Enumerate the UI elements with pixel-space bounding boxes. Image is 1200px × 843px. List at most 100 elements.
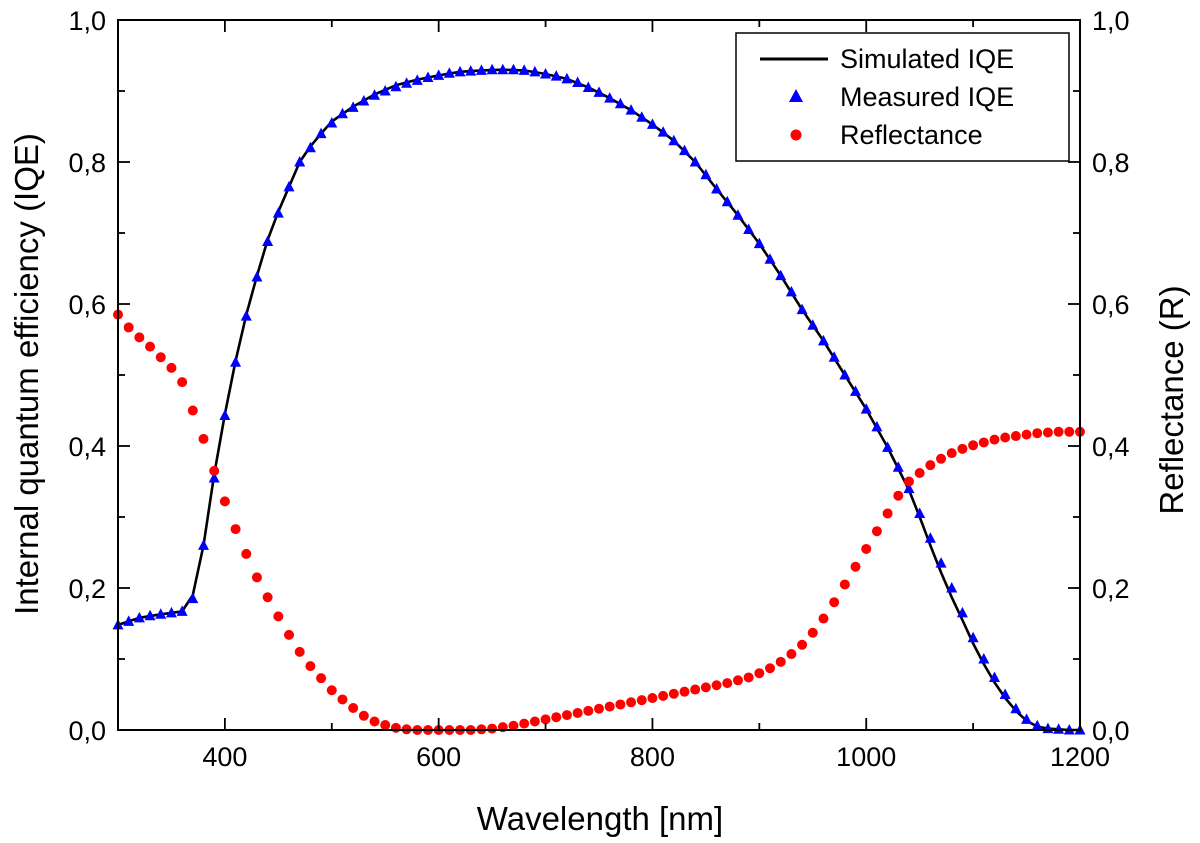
- data-point-reflectance: [209, 465, 220, 476]
- legend-circle-swatch: [790, 129, 802, 141]
- data-point-measured-iqe: [753, 237, 765, 249]
- data-point-measured-iqe: [1031, 719, 1043, 731]
- data-point-reflectance: [989, 434, 1000, 445]
- data-point-measured-iqe: [785, 285, 797, 297]
- y-tick-label-left: 0,8: [68, 148, 106, 178]
- data-point-reflectance: [134, 332, 145, 343]
- data-point-measured-iqe: [155, 608, 167, 619]
- data-point-reflectance: [732, 675, 743, 686]
- data-point-measured-iqe: [390, 80, 402, 92]
- legend-label-simulated-iqe: Simulated IQE: [840, 44, 1014, 74]
- data-point-measured-iqe: [807, 319, 819, 330]
- data-point-reflectance: [743, 672, 754, 683]
- data-point-reflectance: [658, 690, 669, 701]
- data-point-reflectance: [711, 680, 722, 691]
- data-point-reflectance: [529, 716, 540, 727]
- x-tick-label: 600: [416, 742, 461, 772]
- data-point-reflectance: [690, 684, 701, 695]
- data-point-reflectance: [914, 467, 925, 478]
- data-point-reflectance: [284, 629, 295, 640]
- data-point-reflectance: [903, 476, 914, 487]
- data-point-measured-iqe: [924, 532, 936, 543]
- data-point-measured-iqe: [336, 107, 348, 119]
- data-point-measured-iqe: [988, 671, 1000, 682]
- data-point-reflectance: [305, 661, 316, 672]
- data-point-reflectance: [1000, 432, 1011, 443]
- y-tick-label-right: 0,0: [1092, 716, 1130, 746]
- data-point-measured-iqe: [1010, 702, 1022, 714]
- data-point-measured-iqe: [144, 609, 156, 621]
- data-point-reflectance: [636, 695, 647, 706]
- data-point-measured-iqe: [828, 351, 840, 362]
- x-axis-title: Wavelength [nm]: [477, 800, 723, 837]
- data-point-measured-iqe: [625, 104, 637, 115]
- data-point-reflectance: [893, 490, 904, 501]
- data-point-reflectance: [262, 592, 273, 603]
- data-point-measured-iqe: [550, 70, 562, 81]
- data-point-reflectance: [1042, 427, 1053, 438]
- data-point-reflectance: [818, 613, 829, 624]
- data-point-reflectance: [807, 627, 818, 638]
- data-point-reflectance: [358, 710, 369, 721]
- data-point-reflectance: [594, 703, 604, 714]
- data-point-reflectance: [326, 685, 337, 696]
- data-point-reflectance: [679, 686, 690, 697]
- data-point-measured-iqe: [860, 403, 872, 414]
- data-point-measured-iqe: [817, 334, 829, 346]
- data-point-reflectance: [1010, 431, 1021, 442]
- data-point-reflectance: [647, 693, 658, 704]
- data-point-measured-iqe: [123, 615, 135, 626]
- data-point-measured-iqe: [304, 141, 316, 153]
- legend-label-measured-iqe: Measured IQE: [840, 82, 1014, 112]
- y-axis-right-title: Reflectance (R): [1153, 285, 1190, 514]
- data-point-reflectance: [968, 440, 979, 451]
- data-point-reflectance: [219, 496, 230, 507]
- data-point-measured-iqe: [935, 557, 947, 568]
- data-point-reflectance: [198, 433, 209, 444]
- data-point-measured-iqe: [657, 126, 669, 137]
- data-point-measured-iqe: [369, 89, 381, 100]
- data-point-measured-iqe: [636, 111, 648, 122]
- data-point-measured-iqe: [294, 156, 306, 167]
- data-point-reflectance: [348, 702, 359, 713]
- y-tick-label-right: 0,8: [1092, 148, 1130, 178]
- data-point-reflectance: [797, 639, 808, 650]
- data-point-reflectance: [369, 716, 380, 727]
- y-tick-label-right: 1,0: [1092, 6, 1130, 36]
- data-point-reflectance: [978, 437, 989, 448]
- data-point-measured-iqe: [871, 420, 883, 432]
- legend-label-reflectance: Reflectance: [840, 120, 983, 150]
- y-tick-label-left: 0,2: [68, 574, 106, 604]
- data-point-measured-iqe: [582, 81, 594, 92]
- data-point-measured-iqe: [999, 688, 1011, 699]
- data-point-reflectance: [925, 460, 936, 471]
- data-point-measured-iqe: [198, 539, 210, 550]
- data-point-measured-iqe: [240, 310, 252, 321]
- data-point-measured-iqe: [593, 86, 605, 97]
- y-tick-label-right: 0,6: [1092, 290, 1130, 320]
- data-point-reflectance: [829, 597, 840, 608]
- data-point-measured-iqe: [475, 64, 487, 75]
- data-point-measured-iqe: [689, 156, 701, 167]
- data-point-measured-iqe: [465, 65, 477, 76]
- data-point-measured-iqe: [507, 63, 519, 75]
- data-point-measured-iqe: [283, 180, 295, 192]
- data-point-measured-iqe: [882, 441, 894, 452]
- data-point-reflectance: [294, 646, 305, 657]
- y-tick-label-left: 0,6: [68, 290, 106, 320]
- data-point-measured-iqe: [711, 182, 723, 194]
- data-point-measured-iqe: [679, 144, 691, 156]
- data-point-reflectance: [786, 649, 797, 660]
- data-point-measured-iqe: [454, 65, 466, 77]
- data-point-reflectance: [316, 673, 327, 684]
- data-point-reflectance: [230, 524, 241, 535]
- data-point-reflectance: [1032, 428, 1043, 439]
- data-point-measured-iqe: [529, 65, 541, 77]
- data-point-measured-iqe: [219, 409, 231, 420]
- data-point-measured-iqe: [732, 209, 744, 220]
- legend-triangle-swatch: [789, 89, 803, 102]
- x-tick-label: 800: [630, 742, 675, 772]
- data-point-reflectance: [145, 341, 156, 352]
- data-point-reflectance: [765, 663, 776, 674]
